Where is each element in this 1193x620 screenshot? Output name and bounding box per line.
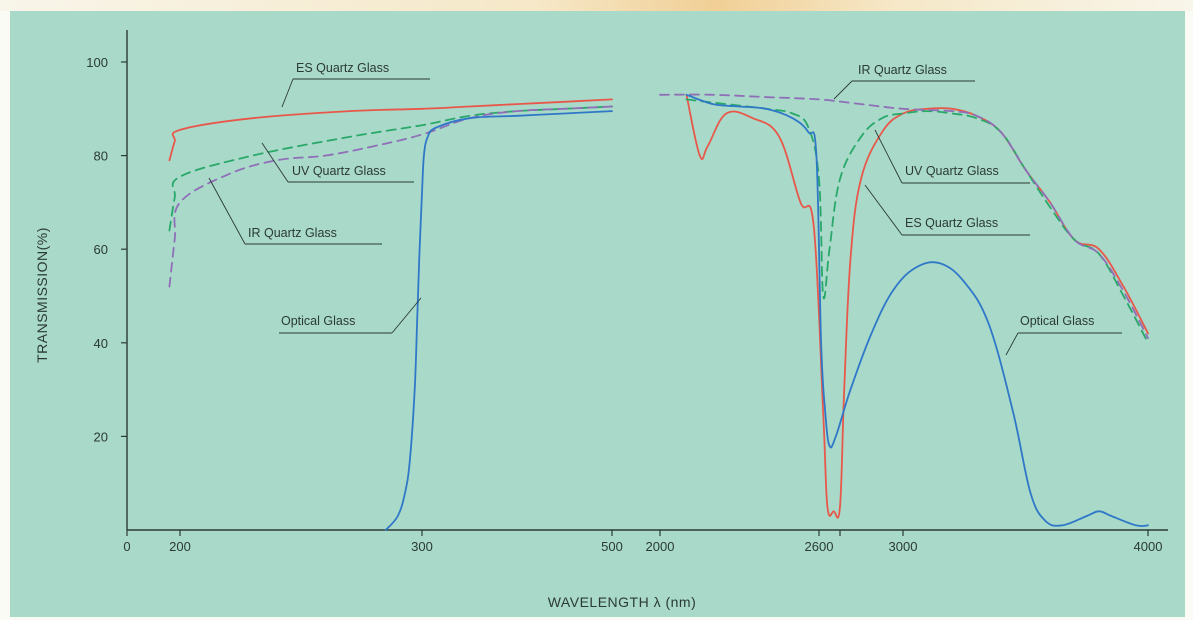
x-axis-label: WAVELENGTH λ (nm) [548, 594, 697, 610]
x-tick-label: 200 [169, 539, 191, 554]
x-tick-label: 0 [123, 539, 130, 554]
x-tick-label: 2600 [805, 539, 834, 554]
series-line-optical-glass-right [685, 93, 1149, 527]
y-ticks: 20 40 60 80 100 [86, 55, 127, 444]
series-line-ir-quartz-glass-right [659, 93, 1149, 339]
annotation-text: ES Quartz Glass [296, 61, 389, 75]
series-line-uv-quartz-glass-right [685, 98, 1149, 344]
x-tick-label: 2000 [646, 539, 675, 554]
series-line-optical-glass-left [384, 110, 613, 531]
annotation-ir-quartz-right: IR Quartz Glass [833, 63, 975, 100]
y-tick-label: 40 [94, 336, 108, 351]
x-tick-label: 300 [411, 539, 433, 554]
y-tick-label: 60 [94, 242, 108, 257]
y-tick-label: 80 [94, 149, 108, 164]
y-axis-label: TRANSMISSION(%) [34, 227, 50, 363]
annotation-text: IR Quartz Glass [858, 63, 947, 77]
series-layer [168, 93, 1149, 531]
annotation-optical-right: Optical Glass [1005, 314, 1122, 356]
annotation-text: UV Quartz Glass [292, 164, 386, 178]
top-decorative-band [0, 0, 1193, 11]
annotation-es-quartz-left: ES Quartz Glass [281, 61, 430, 108]
annotation-uv-quartz-right: UV Quartz Glass [874, 129, 1030, 184]
x-tick-label: 4000 [1134, 539, 1163, 554]
annotation-text: UV Quartz Glass [905, 164, 999, 178]
axes [126, 30, 1168, 531]
annotation-text: ES Quartz Glass [905, 216, 998, 230]
annotation-ir-quartz-left: IR Quartz Glass [208, 177, 382, 245]
y-tick-label: 20 [94, 429, 108, 444]
annotation-uv-quartz-left: UV Quartz Glass [261, 142, 414, 183]
annotation-optical-left: Optical Glass [279, 297, 422, 334]
y-tick-label: 100 [86, 55, 108, 70]
series-line-ir-quartz-glass-left [168, 105, 613, 288]
annotation-text: Optical Glass [281, 314, 355, 328]
annotation-es-quartz-right: ES Quartz Glass [864, 184, 1030, 236]
x-ticks: 0 200 300 500 2000 2600 3000 4000 [123, 530, 1162, 554]
x-tick-label: 500 [601, 539, 623, 554]
series-line-es-quartz-glass-left [168, 98, 613, 162]
x-tick-label: 3000 [889, 539, 918, 554]
series-line-es-quartz-glass-right [685, 93, 1149, 519]
series-line-uv-quartz-glass-left [168, 105, 613, 232]
annotation-text: Optical Glass [1020, 314, 1094, 328]
annotations: ES Quartz Glass UV Quartz Glass IR Quart… [208, 61, 1122, 356]
annotation-text: IR Quartz Glass [248, 226, 337, 240]
